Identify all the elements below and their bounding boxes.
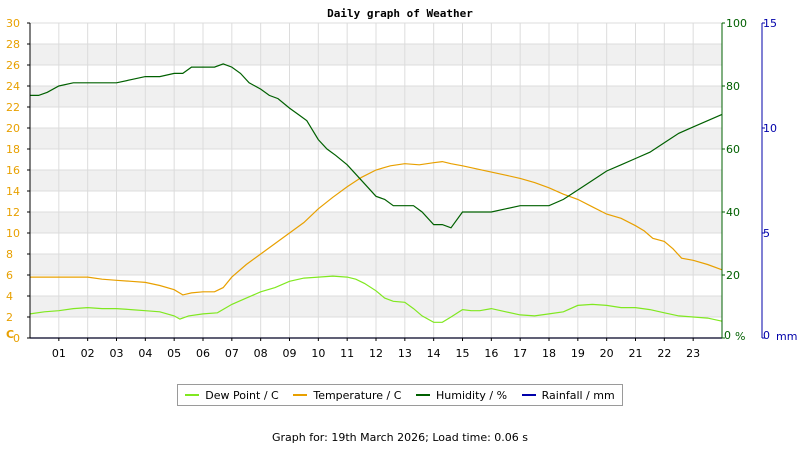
series-line-humidity: [30, 63, 723, 229]
x-axis-tick-label: 08: [254, 347, 268, 360]
left-axis-tick-label: 24: [6, 80, 20, 93]
x-axis-tick-label: 12: [369, 347, 383, 360]
right-axis-percent-tick-label: 40: [726, 206, 740, 219]
x-axis-tick-label: 14: [427, 347, 441, 360]
right-axis-percent-tick-label: 0: [724, 329, 731, 342]
x-axis-tick-label: 04: [138, 347, 152, 360]
x-axis-tick-label: 15: [456, 347, 470, 360]
right-axis-percent-tick-label: 100: [726, 17, 747, 30]
legend-label: Temperature / C: [313, 388, 402, 402]
x-axis-tick-label: 10: [311, 347, 325, 360]
x-axis-tick-label: 05: [167, 347, 181, 360]
right-axis-percent-tick-label: 20: [726, 269, 740, 282]
left-axis-tick-label: 0: [13, 332, 20, 345]
left-axis-tick-label: 14: [6, 185, 20, 198]
left-axis-tick-label: 8: [6, 248, 13, 261]
left-axis-tick-label: 12: [6, 206, 20, 219]
left-axis-tick-label: 6: [6, 269, 13, 282]
x-axis-tick-label: 03: [110, 347, 124, 360]
x-axis-tick-label: 11: [340, 347, 354, 360]
x-axis-tick-label: 01: [52, 347, 66, 360]
left-axis-tick-label: 26: [6, 59, 20, 72]
right-axis-mm-tick-label: 10: [763, 122, 777, 135]
legend-swatch: [416, 394, 431, 396]
x-axis-tick-label: 18: [542, 347, 556, 360]
legend-label: Rainfall / mm: [541, 388, 615, 402]
x-axis-tick-label: 17: [513, 347, 527, 360]
series-line-temperature-c: [30, 160, 723, 296]
right-axis-mm-tick-label: 15: [763, 17, 777, 30]
legend-swatch: [521, 394, 536, 396]
legend-label: Humidity / %: [436, 388, 508, 402]
legend: Dew Point / C Temperature / C Humidity / %…: [177, 384, 623, 406]
x-axis-tick-label: 07: [225, 347, 239, 360]
series-line-dew-point-c: [29, 275, 723, 323]
right-axis-percent-tick-label: 80: [726, 80, 740, 93]
chart-title: Daily graph of Weather: [327, 7, 473, 20]
x-axis-tick-label: 02: [81, 347, 95, 360]
footer-text: Graph for: 19th March 2026; Load time: 0…: [271, 431, 529, 444]
x-axis-tick-label: 22: [657, 347, 671, 360]
legend-label: Dew Point / C: [205, 388, 279, 402]
left-axis-tick-label: 10: [6, 227, 20, 240]
x-axis-ticks: 01 02 03 04 05 06 07 08 09 10 11 12 13 14 15 16 17 18 19 20…: [52, 338, 700, 360]
legend-item: Temperature / C: [293, 389, 401, 402]
legend-item: Humidity / %: [416, 389, 507, 402]
left-axis-tick-label: 22: [6, 101, 20, 114]
right-axis-mm-tick-label: 0: [763, 329, 770, 342]
legend-item: Rainfall / mm: [521, 388, 615, 402]
left-axis-tick-label: 30: [6, 17, 20, 30]
right-axis-percent-unit: %: [735, 330, 745, 343]
right-axis-mm-ticks: 0 5 10 15: [762, 17, 777, 342]
x-axis-tick-label: 23: [686, 347, 700, 360]
left-axis-tick-label: 2: [6, 311, 13, 324]
x-axis-tick-label: 19: [571, 347, 585, 360]
right-axis-percent-ticks: 20 40 60 80 100 0: [722, 17, 747, 342]
x-axis-tick-label: 06: [196, 347, 210, 360]
x-axis-tick-label: 13: [398, 347, 412, 360]
left-axis-tick-label: 18: [6, 143, 20, 156]
legend-item: Dew Point / C: [185, 388, 279, 402]
right-axis-mm-unit: mm: [776, 330, 797, 343]
legend-swatch: [293, 394, 308, 396]
x-axis-tick-label: 21: [629, 347, 643, 360]
legend-swatch: [185, 394, 200, 396]
x-axis-tick-label: 09: [283, 347, 297, 360]
x-axis-tick-label: 20: [600, 347, 614, 360]
left-axis-tick-label: 20: [6, 122, 20, 135]
right-axis-percent-tick-label: 60: [726, 143, 740, 156]
grid-lines: [30, 22, 722, 339]
left-axis-tick-label: 4: [6, 290, 13, 303]
left-axis-unit: C: [6, 328, 14, 341]
x-axis-tick-label: 16: [484, 347, 498, 360]
right-axis-mm-tick-label: 5: [763, 227, 770, 240]
left-axis-tick-label: 16: [6, 164, 20, 177]
left-axis-tick-label: 28: [6, 38, 20, 51]
